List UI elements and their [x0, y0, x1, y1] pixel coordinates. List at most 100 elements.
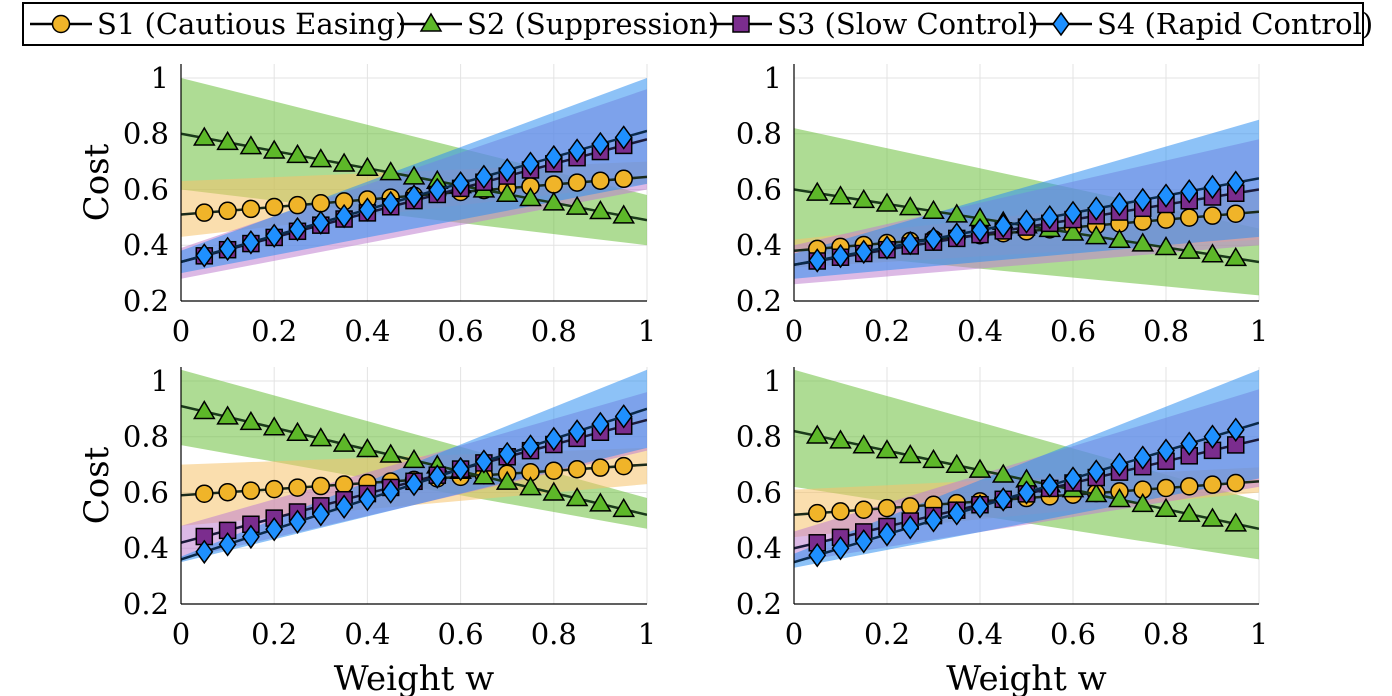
data-point-s4	[901, 515, 920, 540]
data-point-s2	[192, 126, 216, 146]
data-point-s4	[808, 542, 827, 568]
legend-swatch-marker	[419, 12, 443, 32]
data-point-s2	[309, 148, 333, 168]
data-point-s4	[1157, 183, 1175, 208]
data-point-s1	[311, 194, 331, 213]
data-point-s1	[264, 197, 284, 217]
data-point-s4	[311, 210, 330, 235]
data-point-s4	[405, 184, 423, 209]
legend-swatch	[30, 14, 92, 34]
y-tick-label: 0.8	[736, 420, 782, 454]
data-point-s2	[612, 204, 636, 224]
data-point-s4	[451, 171, 470, 196]
data-point-s1	[218, 201, 237, 221]
x-tick-label: 0.2	[251, 314, 297, 348]
x-tick-label: 1	[1250, 314, 1268, 348]
y-tick-label: 0.6	[736, 172, 782, 206]
data-point-s2	[332, 152, 356, 172]
y-tick-label: 0.2	[123, 587, 169, 621]
data-point-s1	[614, 169, 633, 189]
legend-label: S4 (Rapid Control)	[1097, 7, 1374, 41]
x-tick-label: 0	[172, 314, 190, 348]
plot-area	[794, 119, 1259, 296]
data-point-s4	[568, 138, 587, 163]
data-point-s4	[1087, 459, 1106, 484]
data-point-s1	[808, 503, 827, 523]
data-point-s4	[521, 151, 540, 176]
x-tick-label: 0.6	[438, 617, 484, 651]
data-point-s2	[565, 486, 589, 507]
data-point-s1	[218, 482, 237, 502]
x-tick-label: 0.2	[864, 617, 910, 651]
data-point-s1	[1226, 473, 1245, 493]
data-point-s2	[829, 429, 852, 449]
data-point-s2	[379, 443, 403, 463]
legend-label: S3 (Slow Control)	[777, 7, 1039, 41]
data-point-s4	[994, 487, 1013, 512]
data-point-s1	[1156, 478, 1176, 498]
data-point-s1	[544, 461, 564, 480]
data-point-s2	[519, 476, 542, 496]
data-point-s4	[311, 501, 330, 527]
data-point-s1	[311, 476, 331, 496]
data-point-s2	[542, 481, 566, 501]
data-point-s4	[241, 524, 260, 550]
data-point-s1	[195, 203, 214, 222]
data-point-s1	[1203, 206, 1222, 225]
data-point-s1	[854, 500, 873, 520]
data-point-s2	[1131, 232, 1155, 252]
data-point-s4	[335, 203, 354, 229]
data-point-s1	[241, 199, 261, 219]
y-tick-label: 1	[151, 364, 169, 398]
data-point-s2	[262, 139, 286, 159]
data-point-s1	[567, 173, 587, 192]
y-tick-label: 0.4	[123, 531, 169, 565]
data-point-s1	[1226, 204, 1245, 223]
data-point-s4	[195, 243, 214, 268]
data-point-s4	[831, 243, 850, 269]
data-point-s2	[875, 439, 899, 459]
data-point-s4	[544, 426, 563, 452]
data-point-s1	[567, 459, 587, 479]
data-point-s4	[335, 494, 354, 519]
data-point-s4	[218, 532, 237, 557]
data-point-s4	[428, 177, 447, 203]
data-point-s4	[1133, 445, 1152, 470]
data-point-s2	[472, 465, 496, 485]
x-tick-label: 1	[1250, 617, 1268, 651]
y-tick-label: 0.4	[123, 228, 169, 262]
legend-swatch-marker	[1052, 11, 1070, 37]
data-point-s2	[1177, 502, 1201, 522]
data-point-s2	[589, 200, 612, 220]
data-point-s4	[1180, 179, 1199, 204]
y-tick-label: 0.4	[736, 531, 782, 565]
data-point-s4	[1040, 473, 1059, 498]
data-point-s2	[991, 463, 1015, 483]
data-point-s2	[402, 448, 426, 469]
data-point-s4	[1040, 204, 1059, 230]
data-point-s4	[1017, 480, 1036, 505]
x-tick-label: 0	[785, 314, 803, 348]
data-point-s4	[381, 479, 400, 504]
legend-label: S2 (Suppression)	[467, 7, 720, 41]
data-point-s4	[218, 236, 237, 262]
panel-top-right: 0 0.2 0.4 0.6 0.8 10.20.40.60.81	[736, 61, 1268, 348]
x-tick-label: 1	[638, 617, 656, 651]
y-tick-label: 0.2	[123, 284, 169, 318]
data-point-s4	[947, 501, 966, 526]
y-tick-label: 0.2	[736, 284, 782, 318]
data-point-s4	[924, 508, 943, 533]
x-tick-label: 0.6	[1050, 314, 1096, 348]
data-point-s4	[924, 226, 943, 252]
y-tick-label: 1	[764, 364, 782, 398]
data-point-s2	[922, 199, 945, 219]
data-point-s4	[568, 419, 587, 444]
data-point-s4	[498, 157, 517, 183]
data-point-s4	[195, 539, 214, 565]
data-point-s2	[945, 203, 969, 223]
y-tick-label: 0.8	[123, 117, 169, 151]
data-point-s2	[1108, 487, 1131, 508]
data-point-s2	[356, 156, 379, 177]
y-tick-label: 1	[764, 61, 782, 95]
